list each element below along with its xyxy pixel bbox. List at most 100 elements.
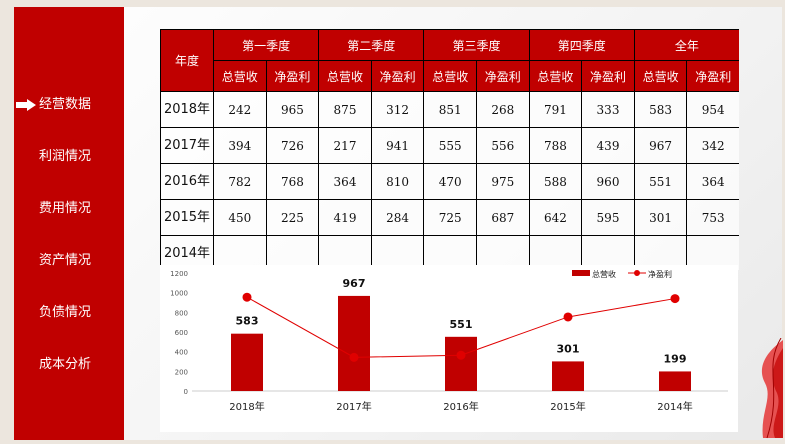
value-cell: 225 — [265, 199, 320, 236]
group-header: 第一季度 — [212, 29, 320, 61]
group-header: 全年 — [633, 29, 739, 61]
group-header: 第二季度 — [318, 29, 425, 61]
y-tick-label: 600 — [175, 329, 188, 337]
x-tick-label: 2018年 — [229, 400, 264, 413]
value-cell — [318, 235, 372, 270]
sidebar-item-0[interactable]: 经营数据 — [14, 95, 124, 115]
value-cell: 333 — [581, 91, 635, 128]
sub-header: 总营收 — [528, 60, 583, 92]
line-point — [349, 352, 359, 362]
sub-header: 净盈利 — [476, 60, 530, 92]
value-cell: 725 — [423, 199, 477, 236]
sub-header: 总营收 — [423, 60, 477, 92]
value-cell: 960 — [581, 163, 635, 200]
value-cell: 364 — [686, 163, 739, 200]
value-cell: 768 — [265, 163, 320, 200]
sidebar: 经营数据利润情况费用情况资产情况负债情况成本分析 — [14, 7, 124, 440]
value-cell: 975 — [476, 163, 530, 200]
table-row: 2017年 394 726 217 941 555 556 788 439 967 342 — [160, 127, 739, 164]
x-tick-label: 2017年 — [336, 400, 371, 413]
data-label: 301 — [557, 342, 580, 355]
sub-header: 总营收 — [633, 60, 688, 92]
value-cell — [423, 235, 477, 270]
data-label: 967 — [343, 277, 366, 290]
sub-header: 净盈利 — [686, 60, 739, 92]
value-cell — [476, 235, 530, 270]
data-table: 年度 第一季度 第二季度 第三季度 第四季度 全年 总营收 净盈利 总营收 净盈利 总营收 净盈利总… — [160, 29, 739, 270]
value-cell: 875 — [318, 91, 372, 128]
y-tick-label: 400 — [175, 349, 188, 357]
value-cell: 342 — [686, 127, 739, 164]
year-cell: 2015年 — [160, 199, 214, 236]
decorative-ribbon — [761, 338, 783, 439]
value-cell: 439 — [581, 127, 635, 164]
value-cell: 470 — [423, 163, 477, 200]
value-cell: 217 — [318, 127, 372, 164]
legend-line-dot — [634, 270, 640, 276]
value-cell: 941 — [370, 127, 425, 164]
sidebar-item-label: 经营数据 — [39, 97, 92, 112]
sub-header: 净盈利 — [265, 60, 320, 92]
sidebar-item-5[interactable]: 成本分析 — [14, 355, 124, 375]
year-cell: 2014年 — [160, 235, 214, 270]
y-tick-label: 0 — [184, 388, 188, 396]
sidebar-item-label: 成本分析 — [39, 357, 92, 372]
sub-header: 净盈利 — [370, 60, 425, 92]
group-header: 第四季度 — [528, 29, 635, 61]
sub-header: 净盈利 — [581, 60, 635, 92]
x-tick-label: 2016年 — [443, 400, 478, 413]
year-cell: 2017年 — [160, 127, 214, 164]
value-cell — [528, 235, 583, 270]
sidebar-item-4[interactable]: 负债情况 — [14, 303, 124, 323]
y-tick-label: 1200 — [170, 270, 188, 278]
line-point — [670, 294, 680, 304]
y-tick-label: 800 — [175, 309, 188, 317]
sidebar-item-label: 资产情况 — [39, 253, 92, 268]
value-cell: 284 — [370, 199, 425, 236]
line-point — [242, 292, 252, 302]
x-tick-label: 2015年 — [550, 400, 585, 413]
value-cell: 642 — [528, 199, 583, 236]
bar — [231, 333, 263, 391]
value-cell — [633, 235, 688, 270]
value-cell — [213, 235, 267, 270]
bar — [659, 371, 691, 391]
year-cell: 2018年 — [160, 91, 214, 128]
value-cell: 967 — [633, 127, 688, 164]
value-cell: 788 — [528, 127, 583, 164]
value-cell: 419 — [318, 199, 372, 236]
value-cell — [370, 235, 425, 270]
value-cell: 965 — [265, 91, 320, 128]
value-cell: 364 — [318, 163, 372, 200]
table-row: 2014年 — [160, 235, 739, 270]
value-cell: 588 — [528, 163, 583, 200]
chart-svg: 0 200 400 600 800 1000 1200 583 2018年 967 2017年 551… — [170, 269, 728, 413]
x-tick-label: 2014年 — [657, 400, 692, 413]
data-label: 551 — [450, 318, 473, 331]
sub-header: 总营收 — [318, 60, 372, 92]
value-cell — [265, 235, 320, 270]
sidebar-item-1[interactable]: 利润情况 — [14, 147, 124, 167]
bar — [338, 295, 370, 391]
value-cell: 312 — [370, 91, 425, 128]
legend-label: 总营收 — [592, 269, 616, 279]
table-row: 2018年 242 965 875 312 851 268 791 333 583 954 — [160, 91, 739, 128]
legend-bar-swatch — [572, 270, 590, 276]
value-cell: 782 — [213, 163, 267, 200]
value-cell: 726 — [265, 127, 320, 164]
legend-label: 净盈利 — [648, 269, 672, 279]
sidebar-item-label: 利润情况 — [39, 149, 92, 164]
table-row: 2015年 450 225 419 284 725 687 642 595 301 753 — [160, 199, 739, 236]
y-tick-label: 200 — [175, 368, 188, 376]
value-cell: 687 — [476, 199, 530, 236]
value-cell — [686, 235, 739, 270]
arrow-right-icon — [16, 99, 36, 111]
bar — [552, 361, 584, 391]
value-cell: 791 — [528, 91, 583, 128]
sidebar-item-2[interactable]: 费用情况 — [14, 199, 124, 219]
value-cell: 555 — [423, 127, 477, 164]
line-point — [456, 350, 466, 360]
data-label: 583 — [236, 315, 259, 328]
sidebar-item-label: 费用情况 — [39, 201, 92, 216]
sidebar-item-3[interactable]: 资产情况 — [14, 251, 124, 271]
